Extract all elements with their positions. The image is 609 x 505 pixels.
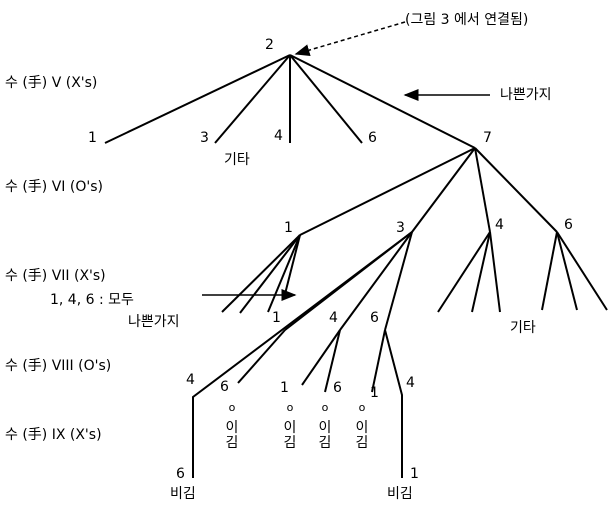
note: 1, 4, 6 : 모두 [50, 292, 134, 308]
node-label: 4 [186, 372, 195, 388]
node-label: 3 [200, 130, 209, 146]
node-label: 1 [410, 466, 419, 482]
other-label: 기타 [510, 320, 536, 336]
win-label: 이 [356, 420, 369, 436]
node-label: 6 [564, 217, 573, 233]
win-label: 김 [356, 435, 369, 451]
node-label: 4 [329, 310, 338, 326]
win-label: o [229, 401, 236, 414]
node-label: 6 [176, 466, 185, 482]
node-label: 2 [265, 37, 274, 53]
win-label: 김 [284, 435, 297, 451]
win-label: 이 [319, 420, 332, 436]
node-label: 1 [280, 380, 289, 396]
node-label: 4 [274, 128, 283, 144]
node-label: 1 [88, 130, 97, 146]
win-label: 이 [226, 420, 239, 436]
draw-label: 비김 [387, 486, 413, 502]
move-label: 수 (手) VI (O's) [5, 179, 103, 195]
node-label: 1 [272, 310, 281, 326]
bad-branch: 나쁜가지 [500, 87, 552, 103]
win-label: o [359, 401, 366, 414]
node-label: 6 [368, 130, 377, 146]
node-label: 1 [370, 385, 379, 401]
node-label: 3 [396, 220, 405, 236]
edges [104, 21, 608, 478]
win-label: 이 [284, 420, 297, 436]
other-label: 기타 [224, 152, 250, 168]
node-label: 6 [220, 379, 229, 395]
draw-label: 비김 [170, 486, 196, 502]
note: (그림 3 에서 연결됨) [405, 12, 528, 28]
win-label: o [287, 401, 294, 414]
note: 나쁜가지 [128, 314, 180, 330]
node-label: 4 [495, 217, 504, 233]
node-label: 6 [333, 380, 342, 396]
node-label: 7 [483, 130, 492, 146]
win-label: o [322, 401, 329, 414]
move-label: 수 (手) IX (X's) [5, 427, 102, 443]
node-label: 1 [284, 220, 293, 236]
move-label: 수 (手) V (X's) [5, 75, 97, 91]
move-label: 수 (手) VIII (O's) [5, 358, 111, 374]
node-label: 6 [370, 310, 379, 326]
node-label: 4 [406, 375, 415, 391]
win-label: 김 [226, 435, 239, 451]
move-label: 수 (手) VII (X's) [5, 268, 106, 284]
win-label: 김 [319, 435, 332, 451]
